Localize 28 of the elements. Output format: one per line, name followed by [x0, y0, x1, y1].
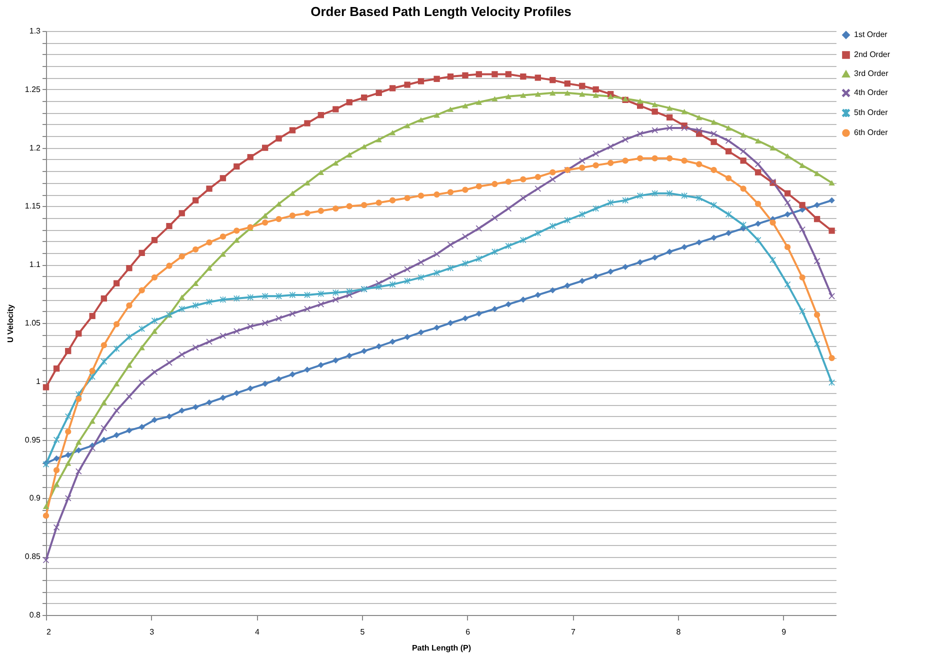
y-tick-label: 1: [36, 376, 42, 386]
legend-label: 3rd Order: [854, 69, 889, 78]
x-tick-label: 9: [782, 628, 787, 636]
y-tick-label: 1.3: [29, 26, 42, 36]
x-tick-label: 2: [46, 628, 52, 636]
legend-label: 5th Order: [854, 108, 888, 117]
x-tick-label: 7: [570, 628, 576, 636]
x-tick-label: 5: [360, 628, 366, 636]
y-tick-label: 1.25: [24, 84, 42, 94]
y-tick-label: 0.9: [29, 494, 42, 503]
x-axis-title: Path Length (P): [412, 644, 472, 652]
x-tick-label: 4: [254, 628, 260, 636]
x-tick-label: 8: [676, 628, 682, 636]
y-tick-label: 1.2: [29, 143, 42, 152]
y-tick-label: 1.1: [29, 260, 42, 270]
y-tick-label: 0.8: [29, 610, 42, 620]
chart-title: Order Based Path Length Velocity Profiles: [310, 4, 572, 19]
legend-label: 2nd Order: [854, 50, 890, 59]
x-tick-label: 3: [150, 628, 155, 636]
y-axis-title: U Velocity: [6, 304, 15, 343]
y-tick-label: 0.85: [24, 552, 42, 562]
legend-label: 1st Order: [854, 30, 888, 39]
y-tick-label: 0.95: [24, 435, 42, 444]
legend-label: 6th Order: [854, 128, 888, 137]
legend-label: 4th Order: [854, 88, 888, 97]
x-tick-label: 6: [466, 628, 471, 636]
y-tick-label: 1.05: [24, 318, 42, 328]
y-tick-label: 1.15: [24, 202, 42, 211]
